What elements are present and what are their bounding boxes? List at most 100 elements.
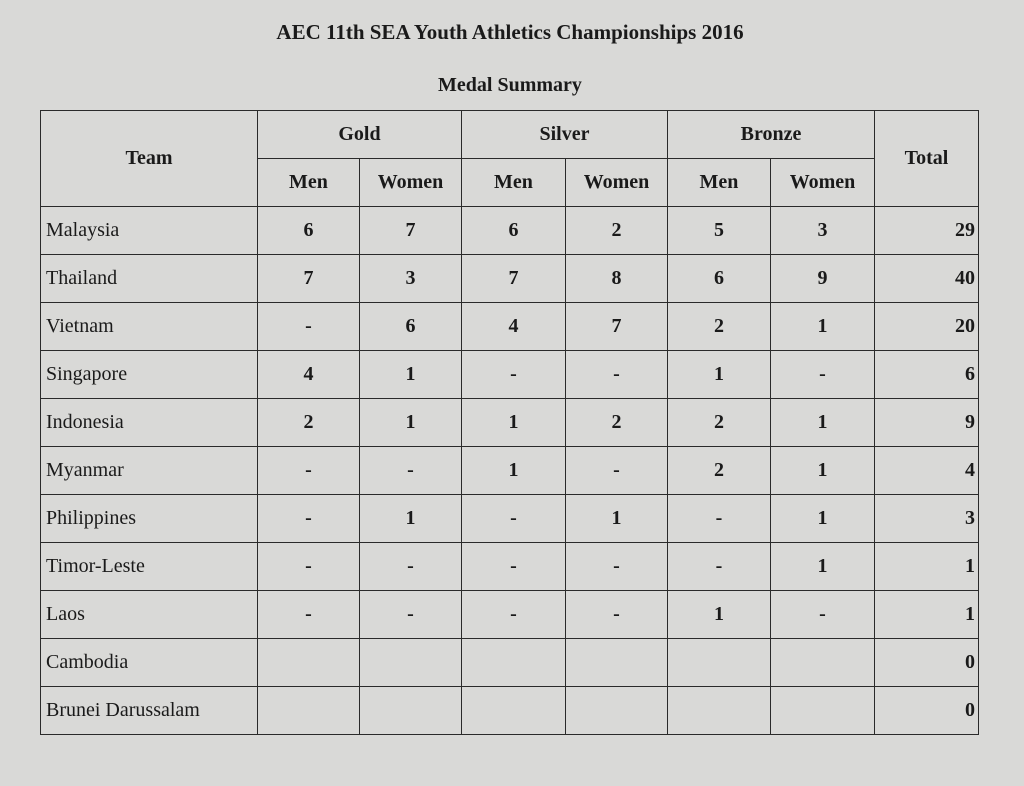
medal-count: - — [461, 542, 566, 591]
medal-count: - — [461, 494, 566, 543]
medal-count — [769, 638, 876, 687]
team-name: Myanmar — [40, 446, 258, 495]
total-count: 1 — [874, 542, 980, 591]
sub-header: Women — [769, 158, 876, 207]
medal-count: 6 — [257, 206, 360, 255]
total-count: 6 — [874, 350, 980, 399]
medal-count: 2 — [667, 446, 771, 495]
total-count: 0 — [874, 686, 980, 735]
medal-count — [461, 638, 566, 687]
medal-count — [359, 638, 462, 687]
team-row: Timor-Leste - - - - -1 1 — [40, 542, 980, 591]
medal-count — [667, 638, 771, 687]
total-header: Total — [874, 110, 980, 207]
medal-count: - — [667, 542, 771, 591]
total-count: 0 — [874, 638, 980, 687]
medal-count: - — [461, 350, 566, 399]
medal-count: - — [461, 590, 566, 639]
medal-count: 2 — [667, 302, 771, 351]
medal-count: 1 — [769, 398, 876, 447]
sub-header: Women — [359, 158, 462, 207]
medal-count: 2 — [565, 206, 668, 255]
team-row: Indonesia 2 1 1 2 2 1 9 — [40, 398, 980, 447]
sub-header: Women — [565, 158, 668, 207]
medal-count: - — [769, 590, 876, 639]
medal-count: - — [667, 494, 771, 543]
medal-count: - — [257, 542, 360, 591]
medal-count: 1 — [769, 446, 876, 495]
medal-count: 6 — [359, 302, 462, 351]
medal-count: 1 — [769, 302, 876, 351]
medal-count: 4 — [257, 350, 360, 399]
total-count: 4 — [874, 446, 980, 495]
team-name: Brunei Darussalam — [40, 686, 258, 735]
team-row: Myanmar - -1-2 1 4 — [40, 446, 980, 495]
medal-count: 1 — [769, 494, 876, 543]
medal-count: - — [565, 542, 668, 591]
sub-header: Men — [667, 158, 771, 207]
team-name: Indonesia — [40, 398, 258, 447]
medal-count — [461, 686, 566, 735]
team-name: Laos — [40, 590, 258, 639]
team-header: Team — [40, 110, 258, 207]
table-head: Team Gold Silver Bronze Total Men Women Men Wome… — [40, 110, 980, 207]
medal-count: - — [257, 302, 360, 351]
team-name: Philippines — [40, 494, 258, 543]
medal-count: 1 — [667, 590, 771, 639]
medal-count: 8 — [565, 254, 668, 303]
medal-count: - — [257, 590, 360, 639]
medal-count: - — [565, 590, 668, 639]
team-name: Vietnam — [40, 302, 258, 351]
medal-count — [359, 686, 462, 735]
team-row: Singapore 4 1- -1-6 — [40, 350, 980, 399]
team-name: Thailand — [40, 254, 258, 303]
table-body: Malaysia 6 7 6 2 5 3 29 Thailand 7 3 7 8 6 9 40 Vietnam -… — [40, 206, 980, 735]
medal-count: 5 — [667, 206, 771, 255]
medal-count: 1 — [359, 398, 462, 447]
total-count: 29 — [874, 206, 980, 255]
medal-count: - — [769, 350, 876, 399]
medal-count — [565, 638, 668, 687]
medal-count: 1 — [359, 494, 462, 543]
group-header: Gold — [257, 110, 462, 159]
medal-count: - — [359, 590, 462, 639]
team-row: Cambodia 0 — [40, 638, 980, 687]
medal-count: 3 — [769, 206, 876, 255]
medal-count — [769, 686, 876, 735]
medal-count: - — [257, 446, 360, 495]
total-count: 1 — [874, 590, 980, 639]
team-row: Malaysia 6 7 6 2 5 3 29 — [40, 206, 980, 255]
medal-count: 2 — [565, 398, 668, 447]
medal-count: 6 — [667, 254, 771, 303]
group-header: Bronze — [666, 110, 876, 159]
team-row: Brunei Darussalam 0 — [40, 686, 980, 735]
medal-count — [257, 638, 360, 687]
medal-count: 3 — [359, 254, 462, 303]
medal-count: 6 — [461, 206, 566, 255]
medal-count: 1 — [461, 398, 566, 447]
medal-count: 1 — [359, 350, 462, 399]
title: AEC 11th SEA Youth Athletics Championshi… — [276, 20, 744, 44]
medal-count: 2 — [667, 398, 771, 447]
team-row: Laos - - - -1-1 — [40, 590, 980, 639]
medal-count: 1 — [769, 542, 876, 591]
medal-count — [257, 686, 360, 735]
team-row: Philippines -1-1-1 3 — [40, 494, 980, 543]
medal-count: 1 — [565, 494, 668, 543]
team-name: Timor-Leste — [40, 542, 258, 591]
medal-count: - — [359, 542, 462, 591]
sub-header: Men — [257, 158, 360, 207]
total-count: 20 — [874, 302, 980, 351]
medal-count: 4 — [461, 302, 566, 351]
medal-count — [565, 686, 668, 735]
medal-count: 1 — [667, 350, 771, 399]
medal-count: - — [359, 446, 462, 495]
medal-count — [667, 686, 771, 735]
medal-count: 7 — [565, 302, 668, 351]
medal-count: 1 — [461, 446, 566, 495]
team-name: Cambodia — [40, 638, 258, 687]
medal-count: - — [565, 446, 668, 495]
medal-count: 7 — [461, 254, 566, 303]
medal-count: 7 — [257, 254, 360, 303]
